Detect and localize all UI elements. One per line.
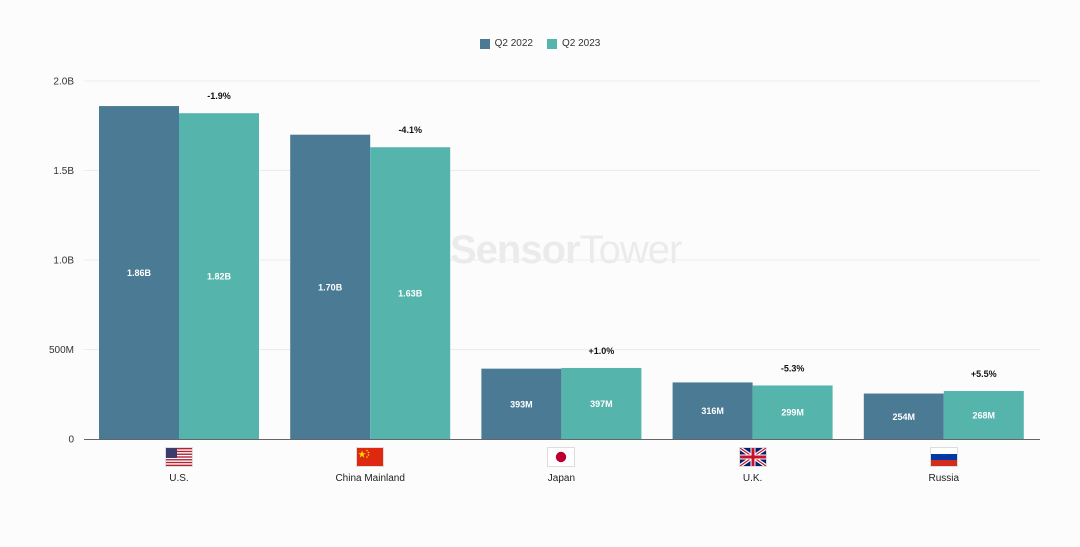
legend-label-q2-2022: Q2 2022 (494, 38, 533, 49)
bar-value-label: 299M (781, 408, 804, 418)
bar-value-label: 1.82B (207, 272, 232, 282)
change-annotation: -5.3% (781, 363, 805, 373)
x-category-label: U.K. (742, 473, 763, 484)
change-annotation: -4.1% (398, 125, 422, 135)
bar-q2-2022 (863, 393, 944, 439)
legend-swatch-q2-2023 (547, 38, 557, 49)
y-tick-label: 500M (49, 345, 74, 356)
bar-value-label: 316M (701, 406, 724, 416)
change-annotation: +5.5% (971, 369, 997, 379)
russia-flag-icon (930, 448, 957, 466)
bar-q2-2022 (290, 134, 371, 439)
bar-q2-2022 (481, 368, 562, 439)
bar-value-label: 254M (893, 412, 916, 422)
y-tick-label: 1.0B (53, 256, 74, 267)
x-category-label: Japan (547, 473, 576, 484)
bar-q2-2023 (943, 391, 1024, 439)
x-category-label: Russia (928, 473, 960, 484)
legend-item-q2-2023[interactable]: Q2 2023 (547, 38, 600, 49)
bar-value-label: 268M (973, 411, 996, 421)
change-annotation: -1.9% (207, 91, 231, 101)
bar-q2-2023 (561, 367, 642, 439)
china-flag-icon (357, 448, 384, 466)
us-flag-icon (166, 448, 192, 466)
bar-value-label: 393M (510, 399, 533, 409)
y-tick-label: 0 (68, 435, 74, 446)
legend-swatch-q2-2022 (479, 38, 490, 49)
x-category-label: U.S. (169, 473, 189, 484)
y-tick-label: 1.5B (53, 166, 74, 177)
bar-value-label: 397M (590, 399, 613, 409)
bar-value-label: 1.63B (398, 289, 423, 299)
legend-item-q2-2022[interactable]: Q2 2022 (479, 38, 533, 49)
bar-q2-2022 (99, 106, 179, 439)
change-annotation: +1.0% (589, 346, 615, 356)
bar-q2-2022 (672, 382, 753, 439)
bar-q2-2023 (752, 385, 833, 439)
bar-q2-2023 (179, 113, 259, 439)
bar-q2-2023 (370, 147, 451, 440)
bar-value-label: 1.86B (127, 268, 152, 278)
uk-flag-icon (739, 448, 766, 466)
y-tick-label: 2.0B (53, 77, 74, 88)
x-category-label: China Mainland (335, 473, 405, 484)
legend: Q2 2022 Q2 2023 (0, 38, 1080, 49)
bar-value-label: 1.70B (318, 282, 343, 292)
japan-flag-icon (548, 448, 575, 466)
legend-label-q2-2023: Q2 2023 (562, 38, 601, 49)
